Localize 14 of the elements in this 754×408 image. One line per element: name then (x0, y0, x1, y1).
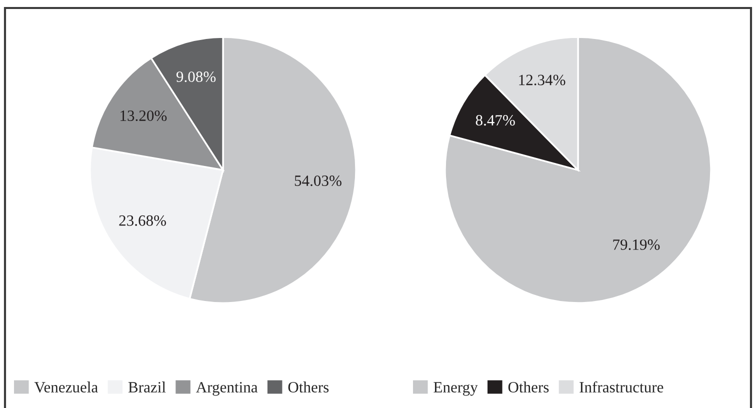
data-label: 13.20% (120, 110, 167, 122)
data-label: 9.08% (176, 72, 216, 82)
data-label: 12.34% (519, 74, 566, 86)
legend-label: Argentina (196, 382, 258, 396)
data-label: 23.68% (119, 215, 166, 226)
legend-label: Brazil (128, 382, 166, 393)
legend-label: Venezuela (34, 382, 98, 393)
slice-label: Energy (434, 382, 478, 396)
data-label: 79.19% (613, 239, 660, 250)
legend-label: Others (288, 382, 329, 393)
legend-label: Infrastructure (580, 381, 664, 393)
data-label: 54.03% (294, 176, 342, 186)
data-label: 8.47% (476, 115, 515, 126)
legend-label: Others (508, 382, 549, 393)
